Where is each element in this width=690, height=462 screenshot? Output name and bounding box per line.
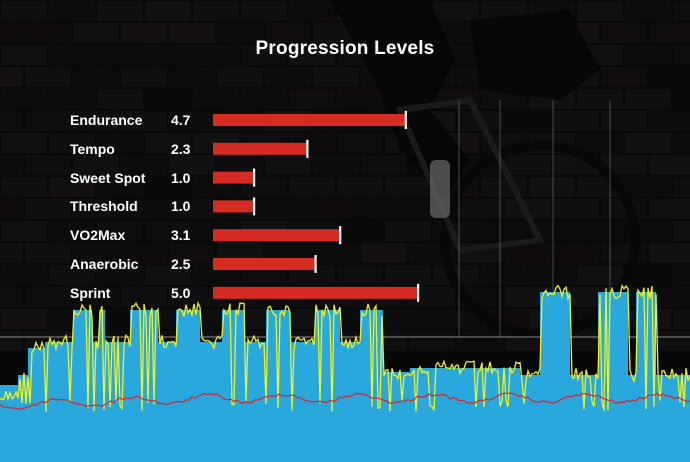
value-label-6: 5.0: [171, 284, 191, 301]
bar-end-marker-5: [314, 255, 317, 273]
value-label-4: 3.1: [171, 227, 191, 244]
bar-0: [213, 114, 406, 126]
bar-end-marker-1: [306, 139, 309, 158]
category-label-3: Threshold: [70, 198, 138, 215]
category-label-2: Sweet Spot: [70, 169, 146, 186]
bar-end-marker-6: [417, 283, 420, 302]
bar-6: [213, 286, 418, 299]
value-label-5: 2.5: [171, 256, 191, 272]
value-label-2: 1.0: [171, 169, 191, 186]
bar-end-marker-0: [404, 111, 407, 129]
bar-2: [213, 171, 254, 184]
value-label-0: 4.7: [171, 112, 191, 128]
category-label-6: Sprint: [70, 284, 111, 301]
bar-end-marker-2: [253, 168, 256, 187]
bar-end-marker-4: [339, 226, 342, 245]
bar-5: [213, 258, 316, 270]
category-label-4: VO2Max: [70, 227, 126, 244]
chart-title: Progression Levels: [255, 38, 435, 59]
category-label-1: Tempo: [70, 140, 115, 157]
bar-end-marker-3: [253, 197, 256, 216]
bar-1: [213, 142, 308, 155]
value-label-1: 2.3: [171, 140, 191, 157]
bar-3: [213, 200, 254, 213]
value-label-3: 1.0: [171, 198, 191, 215]
bar-4: [213, 229, 341, 242]
category-label-0: Endurance: [70, 112, 143, 128]
category-label-5: Anaerobic: [70, 256, 139, 272]
